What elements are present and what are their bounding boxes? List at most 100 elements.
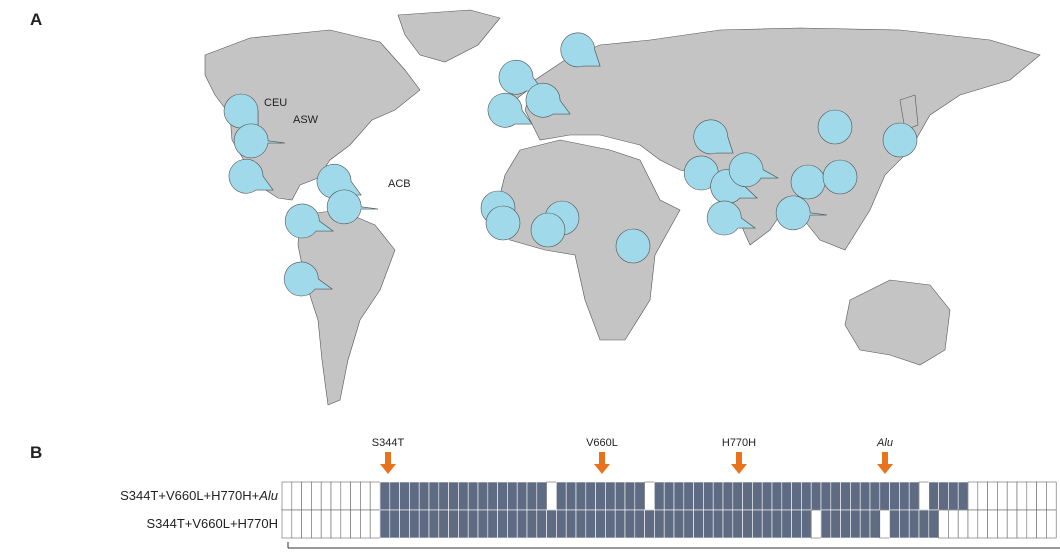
haplotype-cell [605, 481, 616, 511]
haplotype-cell [428, 481, 440, 511]
haplotype-cell [624, 481, 636, 511]
haplotype-cell [997, 481, 1008, 511]
pie-slice [817, 109, 853, 145]
haplotype-cell [879, 509, 890, 539]
haplotype-cell [399, 481, 410, 511]
haplotype-cell [634, 509, 645, 539]
haplotype-cell [418, 481, 430, 511]
haplotype-cell [546, 509, 557, 539]
panel-label: B [30, 443, 42, 462]
haplotype-cell [781, 481, 792, 511]
haplotype-cell [1016, 509, 1028, 539]
haplotype-cell [448, 509, 459, 539]
world-map [204, 9, 1041, 406]
haplotype-cell [1016, 481, 1028, 511]
haplotype-cell [369, 509, 381, 539]
haplotype-cell [957, 509, 969, 539]
haplotype-cell [1006, 509, 1018, 539]
haplotype-cell [830, 509, 841, 539]
haplotype-cell [908, 509, 920, 539]
haplotype-cell [673, 509, 685, 539]
haplotype-cell [614, 509, 626, 539]
haplotype-cell [948, 481, 959, 511]
pie-slice [530, 212, 566, 248]
pie-slice [615, 228, 651, 264]
haplotype-cell [977, 509, 988, 539]
haplotype-cell [291, 481, 302, 511]
haplotype-cell [330, 481, 342, 511]
row-label: S344T+V660L+H770H [146, 516, 278, 531]
row-label: S344T+V660L+H770H+Alu [120, 488, 278, 503]
pie-slice [790, 164, 826, 200]
haplotype-cell [595, 509, 606, 539]
haplotype-cell [467, 481, 479, 511]
haplotype-cell [340, 481, 351, 511]
haplotype-cell [428, 509, 440, 539]
haplotype-cell [967, 509, 979, 539]
pie-slice [498, 59, 544, 95]
haplotype-cell [614, 481, 626, 511]
haplotype-cell [487, 509, 498, 539]
haplotype-cell [311, 509, 322, 539]
haplotype-cell [1006, 481, 1018, 511]
haplotype-cell [1036, 481, 1047, 511]
haplotype-cell [360, 481, 371, 511]
pie-slice [326, 189, 379, 225]
haplotype-cell [1046, 509, 1057, 539]
haplotype-cell [732, 481, 743, 511]
haplotype-cell [409, 481, 420, 511]
haplotype-cell [585, 509, 596, 539]
haplotype-cell [565, 481, 577, 511]
haplotype-cell [742, 509, 753, 539]
haplotype-cell [546, 481, 557, 511]
haplotype-cell [1046, 481, 1057, 511]
haplotype-cell [409, 509, 420, 539]
marker-arrow [380, 452, 396, 474]
haplotype-cell [556, 481, 567, 511]
pie-slice [485, 205, 521, 241]
haplotype-cell [575, 481, 587, 511]
haplotype-cell [742, 481, 753, 511]
haplotype-cell [771, 509, 783, 539]
row-label-text: S344T+V660L+H770H [146, 516, 278, 531]
haplotype-cell [438, 481, 449, 511]
haplotype-cell [516, 509, 528, 539]
haplotype-cell [810, 481, 822, 511]
haplotype-cell [791, 481, 802, 511]
haplotype-cell [820, 509, 832, 539]
haplotype-cell [379, 481, 391, 511]
haplotype-cell [722, 509, 734, 539]
haplotype-cell [516, 481, 528, 511]
haplotype-cell [879, 481, 890, 511]
haplotype-cell [536, 509, 547, 539]
haplotype-cell [320, 481, 332, 511]
haplotype-cell [301, 481, 312, 511]
haplotype-cell [301, 509, 312, 539]
haplotype-cell [712, 481, 724, 511]
haplotype-cell [899, 509, 910, 539]
haplotype-cell [330, 509, 342, 539]
marker-label: H770H [722, 437, 756, 449]
pie-slice [693, 119, 734, 155]
haplotype-cell [644, 481, 655, 511]
haplotype-cell [389, 481, 400, 511]
marker-arrow [877, 452, 893, 474]
haplotype-cell [624, 509, 636, 539]
haplotype-cell [556, 509, 567, 539]
haplotype-cell [801, 509, 812, 539]
haplotype-cell [507, 509, 518, 539]
haplotype-cell [683, 509, 694, 539]
haplotype-cell [654, 481, 665, 511]
haplotype-cell [850, 481, 861, 511]
pie-label: ASW [293, 114, 319, 126]
haplotype-cell [663, 481, 675, 511]
haplotype-cell [918, 509, 930, 539]
haplotype-cell [526, 509, 538, 539]
haplotype-cell [311, 481, 322, 511]
haplotype-cell [732, 509, 743, 539]
haplotype-cell [1036, 509, 1047, 539]
haplotype-cell [350, 509, 361, 539]
haplotype-cell [654, 509, 665, 539]
haplotype-cell [575, 509, 587, 539]
haplotype-cell [722, 481, 734, 511]
